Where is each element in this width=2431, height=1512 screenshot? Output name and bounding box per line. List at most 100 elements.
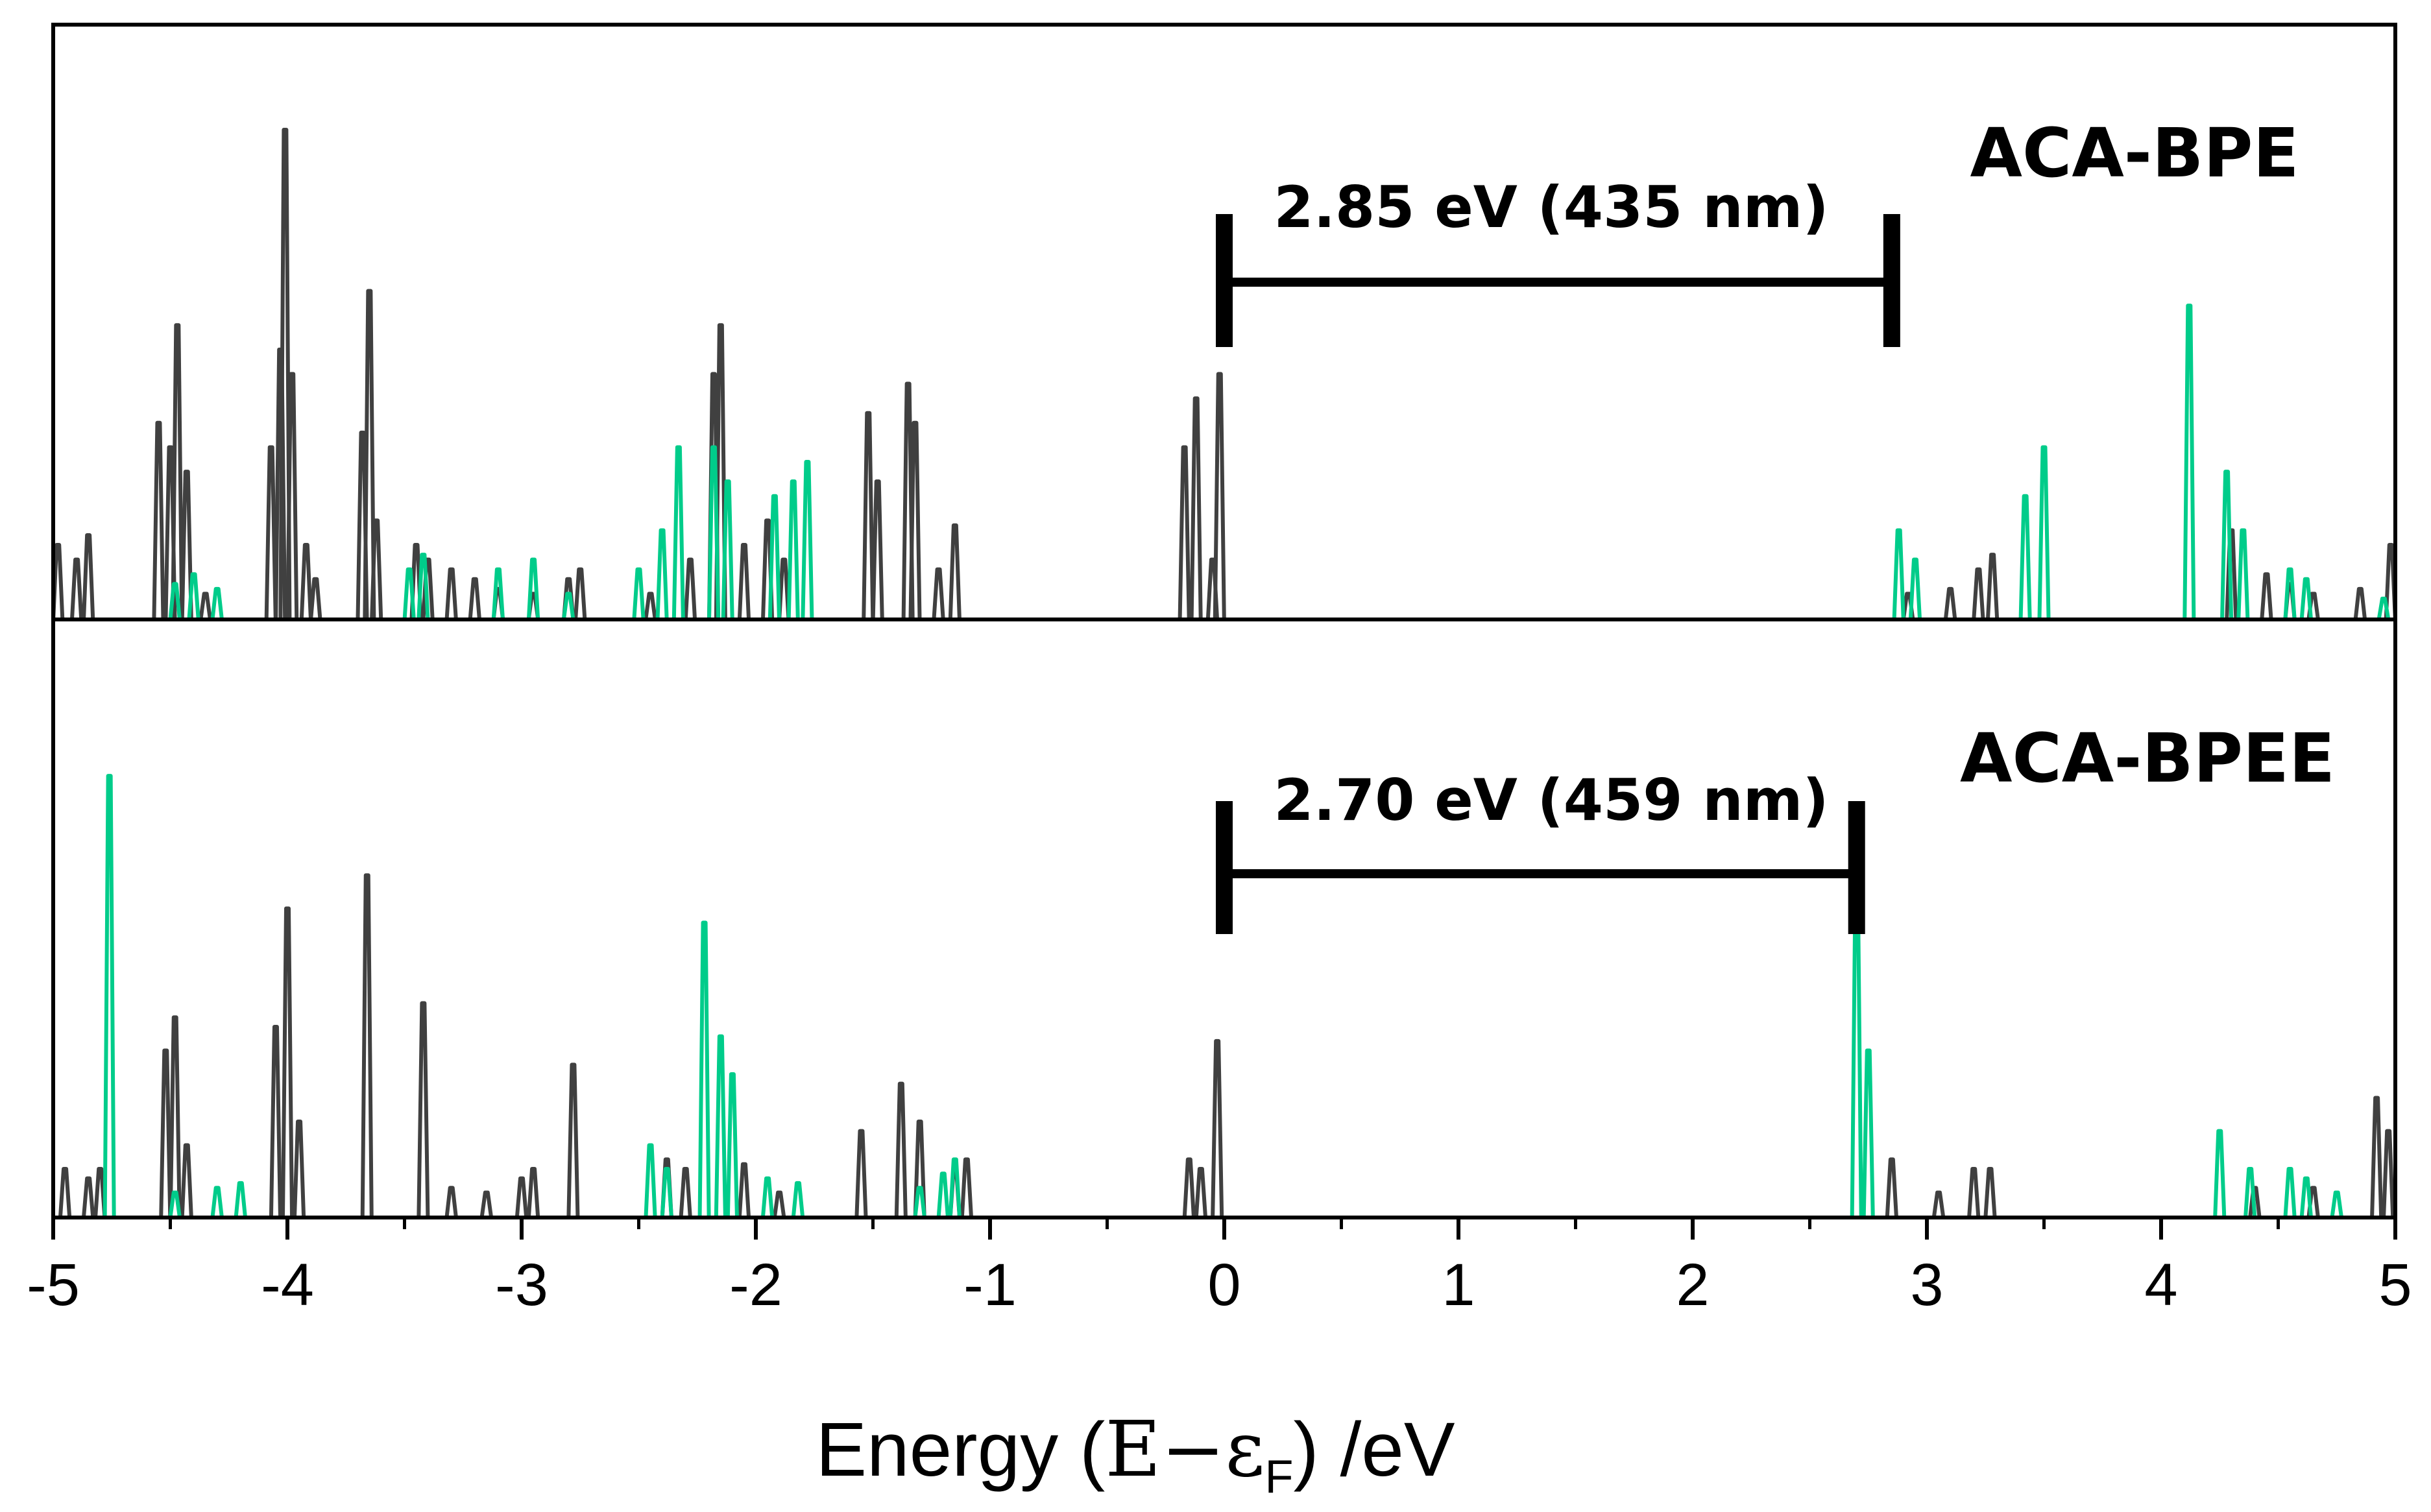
dos-peak-dark (737, 543, 751, 619)
dos-peak-dark (281, 906, 294, 1217)
dos-peak-green (936, 1171, 950, 1217)
dos-peak-dark (152, 420, 165, 619)
dos-peak-dark (180, 470, 193, 619)
dos-peak-green (948, 1157, 962, 1217)
dos-peak-green (103, 774, 116, 1217)
dos-peak-dark (82, 1176, 95, 1217)
dos-peak-dark (370, 518, 383, 619)
dos-peak-dark (948, 523, 962, 619)
dos-peak-green (801, 460, 814, 619)
dos-peak-dark (1189, 396, 1203, 619)
x-tick-label: 3 (1910, 1252, 1943, 1318)
x-tick-label: -2 (729, 1252, 782, 1318)
dos-peak-green (491, 567, 505, 619)
panel-bottom: 2.70 eV (459 nm) ACA-BPEE (58, 719, 2395, 1217)
dos-peak-dark (180, 1143, 193, 1217)
dos-peak-dark (468, 577, 481, 619)
dos-peak-dark (574, 567, 587, 619)
dos-peak-green (210, 1186, 224, 1217)
x-tick-label: 4 (2144, 1252, 2177, 1318)
x-tick-label: 0 (1207, 1252, 1240, 1318)
dos-peak-green (2236, 528, 2250, 619)
dos-peak-dark (171, 323, 184, 619)
dos-peak-dark (683, 557, 697, 619)
dos-peak-green (721, 479, 734, 619)
dos-peak-green (1861, 1048, 1875, 1217)
dos-peak-green (1850, 883, 1863, 1217)
panel-bottom-label: ACA-BPEE (1960, 719, 2335, 798)
dos-peak-dark (360, 873, 374, 1217)
dos-peak-dark (417, 1001, 430, 1217)
dos-peak-dark (93, 1167, 107, 1217)
dos-peak-dark (293, 1120, 306, 1217)
panel-top: 2.85 eV (435 nm) ACA-BPE (51, 114, 2397, 619)
dos-peak-dark (264, 445, 278, 619)
panel-top-gap-bar (1216, 214, 1900, 347)
dos-peak-green (527, 557, 540, 619)
dos-peak-dark (159, 1048, 173, 1217)
dos-peak-dark (1967, 1167, 1981, 1217)
x-tick-label: -3 (495, 1252, 548, 1318)
dos-peak-green (210, 586, 224, 619)
dos-peak-green (2299, 1176, 2313, 1217)
dos-peak-green (168, 1190, 182, 1217)
dos-peak-dark (894, 1081, 908, 1217)
dos-peak-dark (1932, 1190, 1946, 1217)
dos-peak-dark (913, 1120, 926, 1217)
dos-peak-dark (58, 1167, 72, 1217)
panel-bottom-series (58, 774, 2395, 1217)
dos-peak-dark (960, 1157, 973, 1217)
dos-peak-green (786, 479, 800, 619)
dos-peak-dark (908, 420, 922, 619)
dos-peak-green (768, 494, 781, 619)
dos-peak-dark (1983, 1167, 1997, 1217)
dos-peak-dark (679, 1167, 692, 1217)
dos-peak-dark (777, 557, 791, 619)
dos-peak-dark (566, 1062, 580, 1217)
dos-peak-green (2018, 494, 2032, 619)
dos-peak-dark (2382, 1129, 2395, 1217)
dos-peak-dark (1182, 1157, 1196, 1217)
dos-peak-green (714, 1034, 727, 1217)
dos-peak-dark (1944, 586, 1957, 619)
dos-peak-dark (2260, 572, 2273, 619)
dos-peak-green (1908, 557, 1922, 619)
dos-peak-dark (714, 323, 727, 619)
dos-peak-green (913, 1186, 926, 1217)
dos-peak-dark (2370, 1096, 2384, 1217)
dos-peak-green (417, 553, 430, 619)
dos-peak-dark (862, 411, 875, 619)
dos-peak-green (725, 1072, 739, 1217)
x-tick-label: -4 (261, 1252, 314, 1318)
dos-peak-green (1892, 528, 1905, 619)
dos-peak-green (187, 572, 200, 619)
panel-bottom-gap-bar (1216, 801, 1865, 934)
panel-top-series (51, 128, 2397, 619)
dos-peak-green (2377, 596, 2390, 619)
dos-peak-dark (278, 128, 292, 619)
dos-peak-green (644, 1143, 657, 1217)
dos-peak-green (632, 567, 646, 619)
dos-peak-green (402, 567, 416, 619)
dos-peak-green (2213, 1129, 2227, 1217)
panel-top-gap-label: 2.85 eV (435 nm) (1274, 174, 1828, 241)
dos-peak-dark (1885, 1157, 1898, 1217)
dos-peak-green (234, 1181, 247, 1217)
x-tick-label: 1 (1442, 1252, 1475, 1318)
dos-peak-green (2283, 567, 2297, 619)
dos-peak-green (2283, 1167, 2297, 1217)
dos-peak-dark (70, 557, 84, 619)
dos-peak-dark (1194, 1167, 1207, 1217)
x-axis-label: Energy (E−εF) /eV (816, 1404, 1455, 1503)
dos-peak-dark (854, 1129, 868, 1217)
dos-peak-dark (309, 577, 322, 619)
dos-peak-dark (285, 372, 299, 619)
dos-peak-dark (737, 1162, 751, 1217)
dos-peak-dark (444, 567, 458, 619)
dos-peak-green (2220, 470, 2234, 619)
dos-peak-green (655, 528, 669, 619)
dos-peak-dark (1178, 445, 1191, 619)
x-tick-label: 2 (1676, 1252, 1709, 1318)
dos-peak-dark (269, 1025, 282, 1217)
